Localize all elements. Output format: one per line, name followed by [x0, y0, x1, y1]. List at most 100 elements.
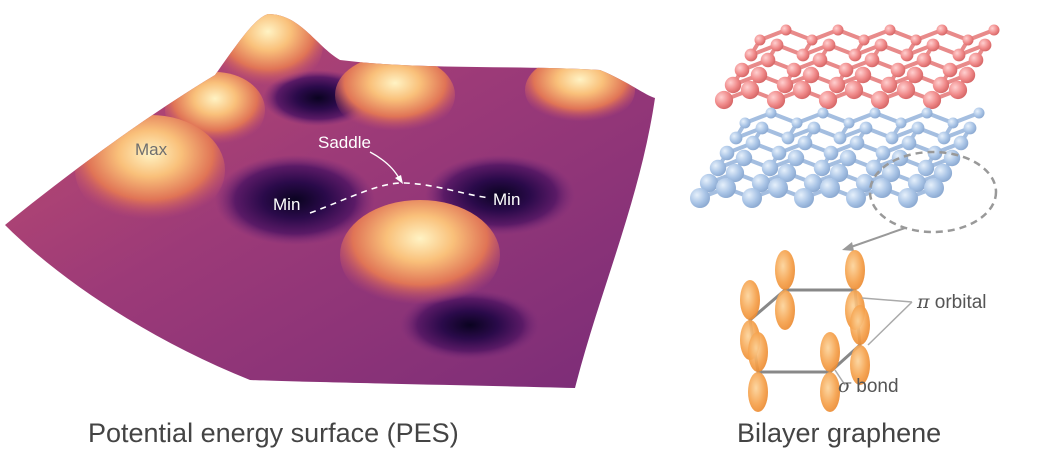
caption-graphene: Bilayer graphene [737, 418, 942, 448]
carbon-atom [725, 163, 745, 183]
carbon-atom [869, 107, 881, 119]
pes-surface [5, 14, 655, 388]
carbon-atom [797, 135, 813, 151]
carbon-atom [907, 173, 927, 193]
carbon-atom [874, 38, 888, 52]
sigma-text: bond [851, 376, 899, 397]
carbon-atom [958, 66, 976, 84]
carbon-atom [754, 34, 766, 46]
carbon-atom [818, 90, 838, 110]
carbon-atom [978, 38, 992, 52]
carbon-atom [880, 76, 898, 94]
carbon-atom [833, 131, 847, 145]
carbon-atom [901, 135, 917, 151]
carbon-atom [937, 131, 951, 145]
carbon-atom [898, 188, 918, 208]
pes-well-left [215, 155, 375, 245]
carbon-atom [881, 163, 901, 183]
carbon-atom [832, 24, 844, 36]
graphene-top-layer [714, 24, 1000, 110]
carbon-atom [910, 34, 922, 46]
carbon-atom [854, 66, 872, 84]
carbon-atom [855, 173, 875, 193]
carbon-atom [906, 66, 924, 84]
carbon-atom [838, 62, 854, 78]
carbon-atom [936, 24, 948, 36]
carbon-atom [953, 135, 969, 151]
carbon-atom [839, 149, 857, 167]
pes-peak-center [340, 200, 500, 310]
carbon-atom [734, 62, 750, 78]
carbon-atom [771, 145, 787, 161]
caption-pes: Potential energy surface (PES) [88, 418, 459, 448]
carbon-atom [942, 62, 958, 78]
carbon-atom [813, 159, 831, 177]
pi-orbital-lobe [775, 290, 795, 330]
carbon-atom [864, 52, 880, 68]
carbon-atom [802, 66, 820, 84]
graphene-bottom-layer [690, 107, 985, 208]
label-min-right: Min [493, 190, 520, 209]
label-pi-orbital: π orbital [916, 291, 987, 313]
zoom-region [868, 150, 998, 234]
carbon-atom [751, 173, 771, 193]
pi-orbital-lobe [850, 305, 870, 345]
carbon-atom [890, 62, 906, 78]
carbon-atom [760, 52, 776, 68]
carbon-atom [962, 34, 974, 46]
carbon-atom [896, 80, 916, 100]
carbon-atom [812, 52, 828, 68]
pi-orbital-lobe [820, 372, 840, 412]
carbon-atom [787, 149, 805, 167]
carbon-atom [817, 107, 829, 119]
carbon-atom [927, 145, 943, 161]
carbon-atom [933, 163, 953, 183]
carbon-atom [917, 159, 935, 177]
carbon-atom [988, 24, 1000, 36]
carbon-atom [963, 121, 977, 135]
carbon-atom [794, 188, 814, 208]
carbon-atom [823, 145, 839, 161]
carbon-atom [714, 90, 734, 110]
carbon-atom [884, 24, 896, 36]
carbon-atom [796, 48, 810, 62]
carbon-atom [807, 121, 821, 135]
saddle-arrowhead [395, 175, 403, 184]
carbon-atom [777, 163, 797, 183]
carbon-atom [822, 38, 836, 52]
carbon-atom [872, 178, 892, 198]
carbon-atom [932, 76, 950, 94]
label-sigma-bond: σ bond [838, 375, 899, 397]
carbon-atom [786, 62, 802, 78]
carbon-atom [745, 135, 761, 151]
pi-orbital-lobe [748, 332, 768, 372]
carbon-atom [895, 117, 907, 129]
carbon-atom [791, 117, 803, 129]
carbon-atom [891, 149, 909, 167]
label-saddle: Saddle [318, 133, 371, 152]
pes-peak-upper-right [525, 55, 635, 125]
carbon-atom [820, 178, 840, 198]
carbon-atom [973, 107, 985, 119]
carbon-atom [848, 48, 862, 62]
orbital-pointer-lines [834, 297, 913, 386]
pi-orbital-lobe [748, 372, 768, 412]
carbon-atom [858, 34, 870, 46]
sigma-symbol: σ [838, 375, 852, 397]
pi-orbital-lobe [740, 280, 760, 320]
pi-orbitals [740, 250, 870, 412]
carbon-atom [719, 145, 735, 161]
carbon-atom [766, 90, 786, 110]
carbon-atom [952, 48, 966, 62]
carbon-atom [900, 48, 914, 62]
pi-text: orbital [930, 292, 987, 313]
carbon-atom [846, 188, 866, 208]
carbon-atom [709, 159, 727, 177]
carbon-atom [921, 107, 933, 119]
carbon-atom [729, 131, 743, 145]
zoom-arrow [847, 227, 906, 249]
pi-orbital-lobe [775, 250, 795, 290]
carbon-atom [781, 131, 795, 145]
carbon-atom [750, 66, 768, 84]
carbon-atom [865, 159, 883, 177]
